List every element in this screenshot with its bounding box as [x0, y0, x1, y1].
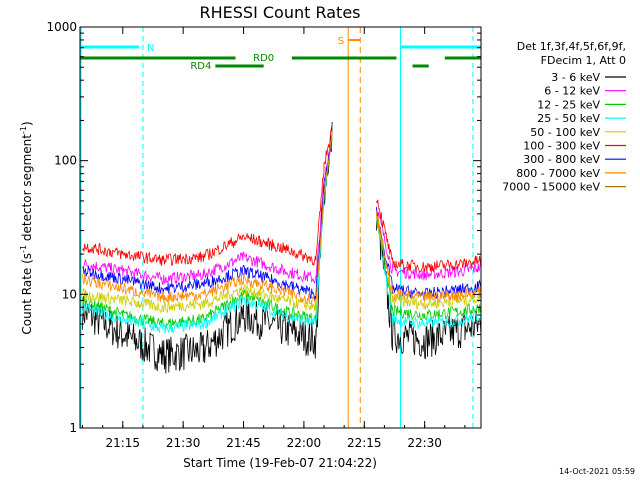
- footer-timestamp: 14-Oct-2021 05:59: [559, 467, 635, 476]
- annotation-bands: S N RD0 RD4: [80, 27, 481, 428]
- series-line-6: [82, 123, 482, 274]
- legend-label-6: 100 - 300 keV: [523, 140, 600, 153]
- y-tick-label-3: 100: [54, 154, 77, 168]
- y-axis-label: Count Rate (s-1 detector segment-1): [19, 121, 34, 334]
- chart-title: RHESSI Count Rates: [200, 3, 361, 22]
- x-tick-label-1: 21:15: [105, 436, 140, 450]
- legend-label-4: 25 - 50 keV: [537, 112, 600, 125]
- night-label: N: [147, 43, 154, 54]
- series-line-3: [82, 137, 482, 330]
- legend-label-5: 50 - 100 keV: [530, 126, 600, 139]
- legend-header-line-2: FDecim 1, Att 0: [541, 54, 626, 67]
- legend-header-line-1: Det 1f,3f,4f,5f,6f,9f,: [517, 40, 626, 53]
- x-tick-label-3: 21:45: [226, 436, 261, 450]
- x-axis-label: Start Time (19-Feb-07 21:04:22): [183, 456, 377, 470]
- series-line-8: [82, 131, 482, 305]
- saa-label: S: [338, 36, 344, 47]
- series-line-1: [82, 121, 482, 374]
- series-line-5: [82, 132, 482, 314]
- y-tick-label-4: 1000: [46, 20, 77, 34]
- x-tick-label-6: 22:30: [407, 436, 442, 450]
- legend-label-1: 3 - 6 keV: [551, 71, 600, 84]
- y-tick-label-1: 1: [69, 421, 77, 435]
- legend-label-3: 12 - 25 keV: [537, 98, 600, 111]
- x-tick-label-5: 22:15: [347, 436, 382, 450]
- legend-label-9: 7000 - 15000 keV: [502, 181, 600, 194]
- y-axis: 1 10 100 1000: [46, 20, 481, 435]
- x-tick-label-4: 22:00: [287, 436, 322, 450]
- rd0-label: RD0: [253, 53, 274, 64]
- x-axis: 21:15 21:30 21:45 22:00 22:15 22:30: [82, 27, 466, 450]
- x-tick-label-2: 21:30: [166, 436, 201, 450]
- series-line-2: [82, 136, 482, 285]
- legend-label-2: 6 - 12 keV: [544, 85, 600, 98]
- rd4-label: RD4: [190, 61, 211, 72]
- series-layer: [82, 121, 482, 374]
- series-line-4: [82, 134, 482, 335]
- legend-label-7: 300 - 800 keV: [523, 153, 600, 166]
- y-tick-label-2: 10: [62, 287, 77, 301]
- legend-label-8: 800 - 7000 keV: [516, 167, 600, 180]
- plot-frame: [79, 26, 482, 429]
- legend: Det 1f,3f,4f,5f,6f,9f, FDecim 1, Att 0 3…: [502, 40, 626, 194]
